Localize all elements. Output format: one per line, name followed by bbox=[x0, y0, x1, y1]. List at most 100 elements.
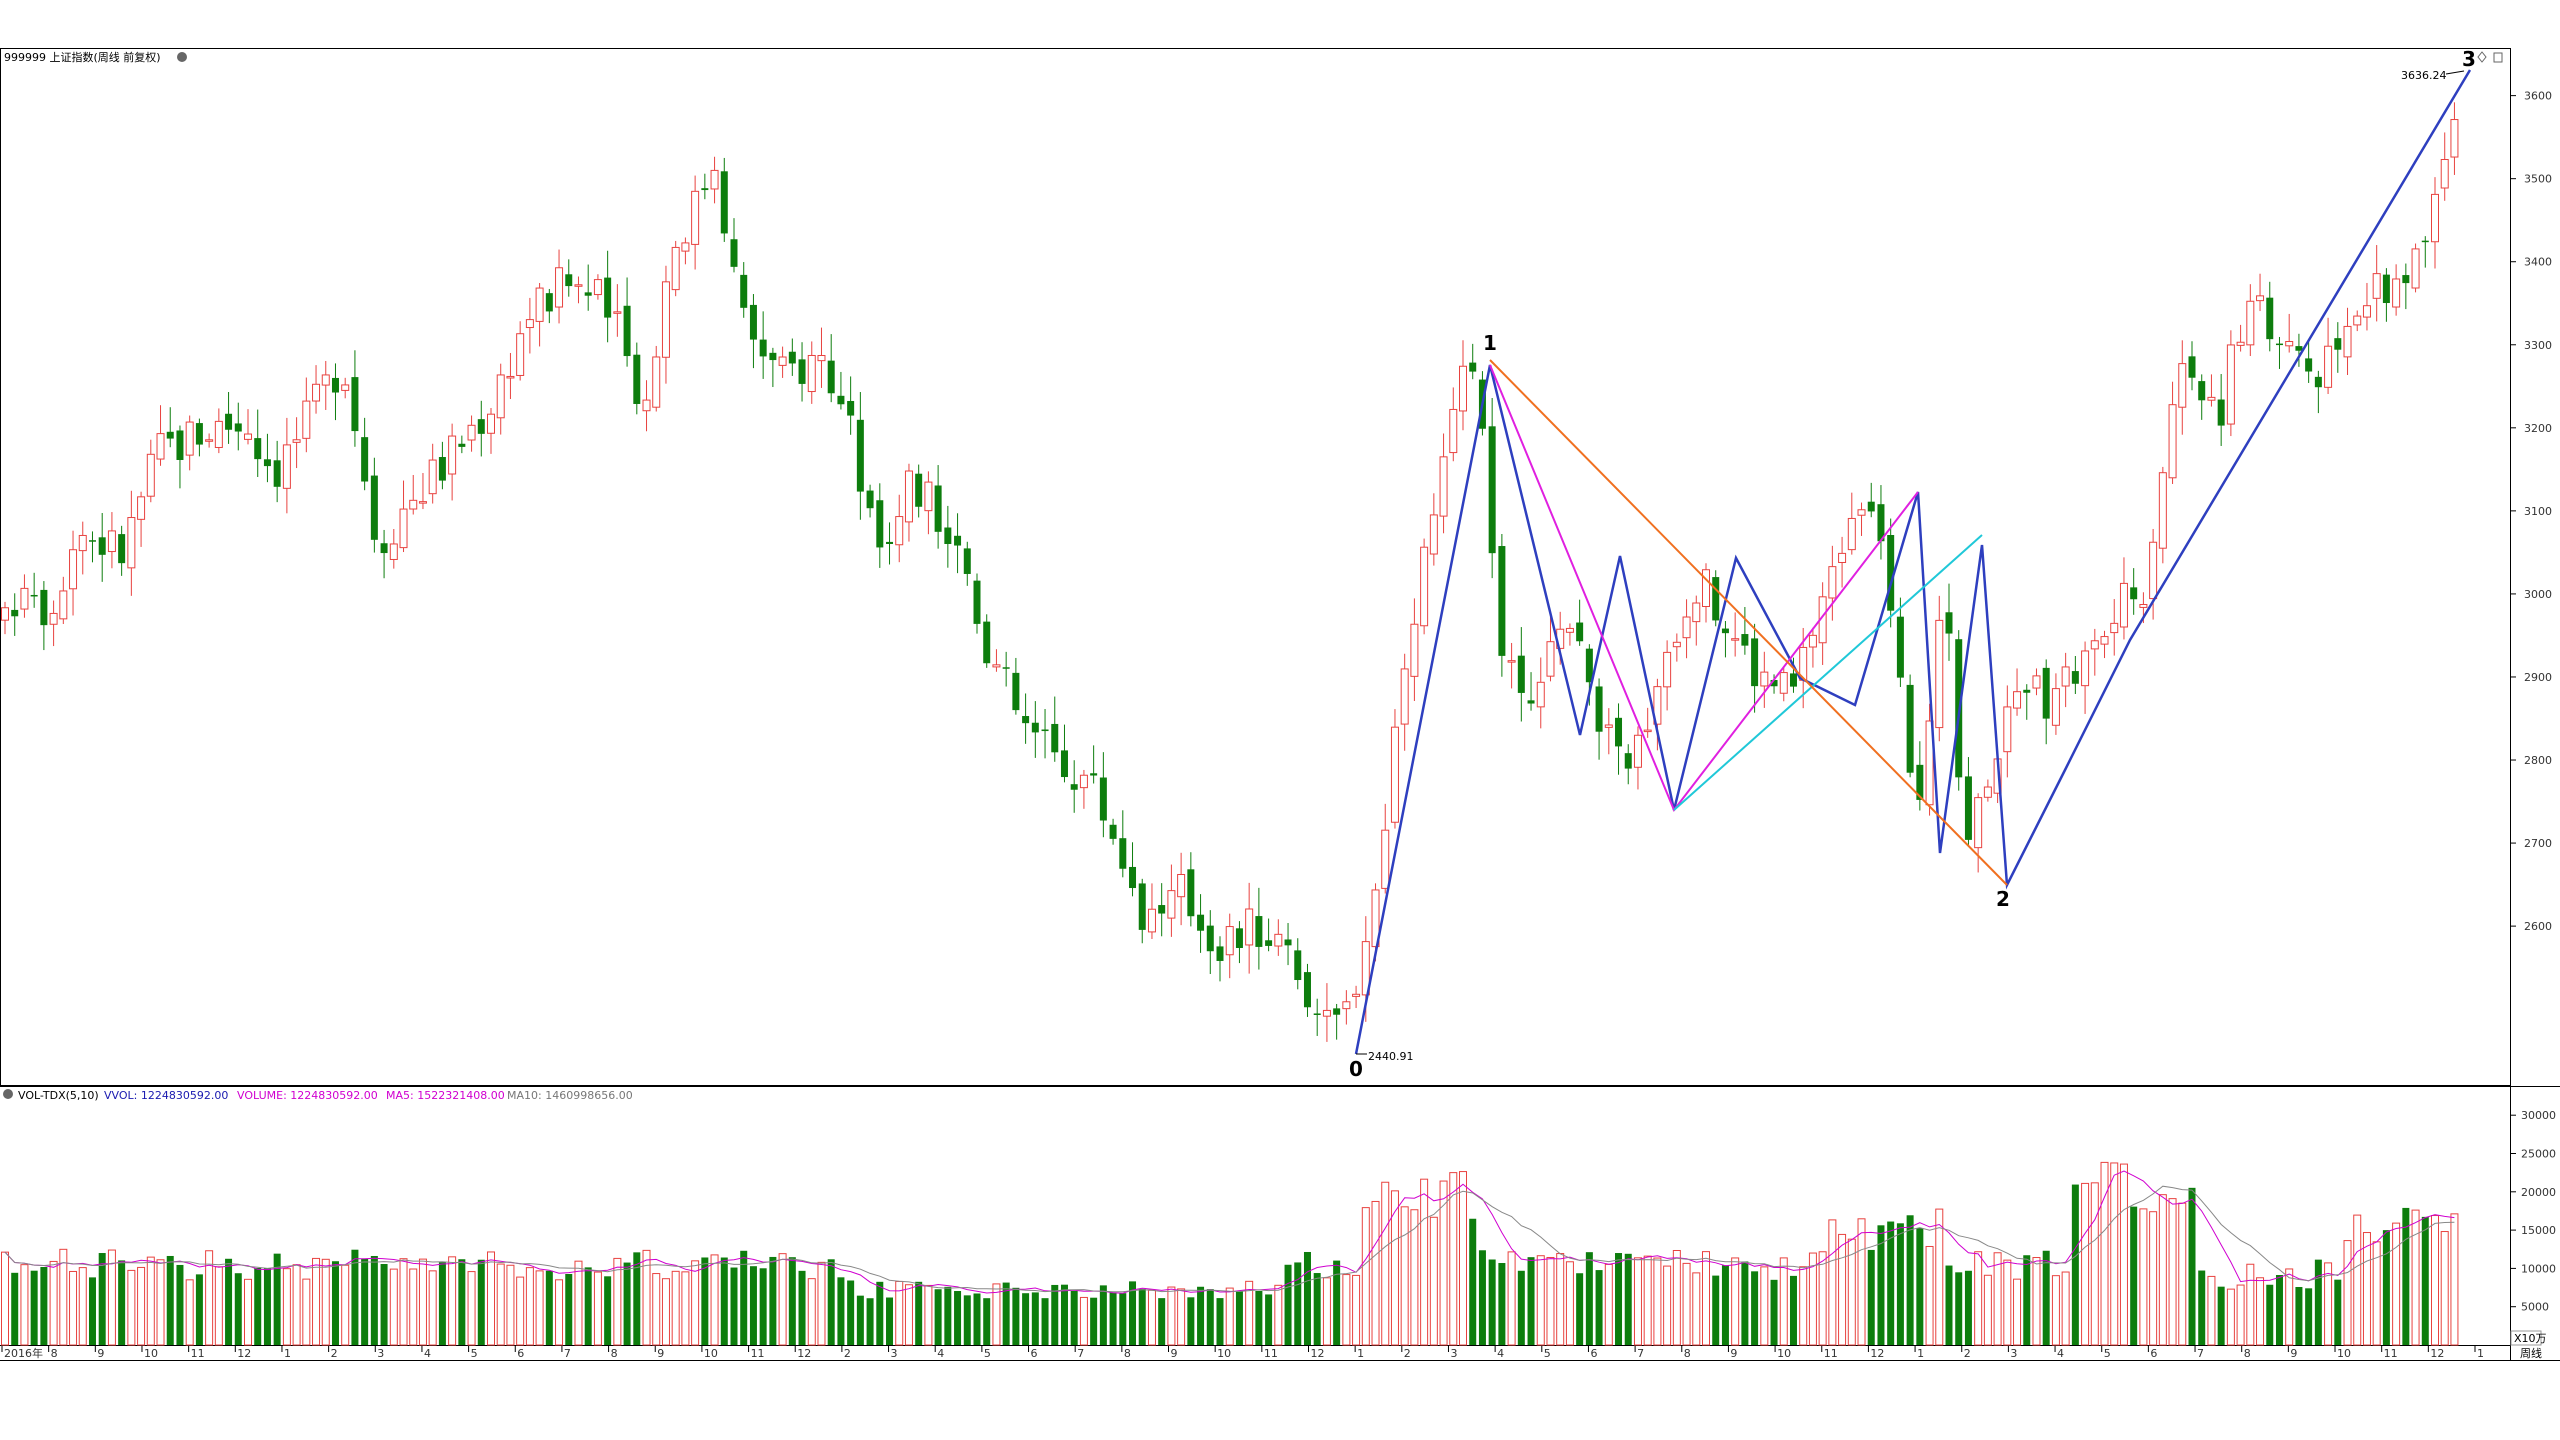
volume-bar-up bbox=[409, 1268, 418, 1346]
candle-body-down bbox=[1041, 729, 1049, 732]
low-annotation: 2440.91 bbox=[1368, 1050, 1414, 1063]
price-tick-label: 3000 bbox=[2524, 588, 2552, 601]
date-tick-label: 11 bbox=[1264, 1347, 1278, 1360]
volume-bar-up bbox=[2003, 1259, 2012, 1346]
candle-body-up bbox=[2051, 688, 2060, 726]
candle-body-down bbox=[1945, 612, 1953, 634]
volume-bar-down bbox=[1012, 1287, 1020, 1345]
date-tick-label: 8 bbox=[2244, 1347, 2251, 1360]
volume-bar-up bbox=[127, 1269, 136, 1346]
volume-bar-up bbox=[1536, 1255, 1545, 1346]
candle-body-up bbox=[1857, 509, 1866, 516]
candle-body-up bbox=[2440, 159, 2449, 189]
price-tick-label: 2700 bbox=[2524, 837, 2552, 850]
volume-bar-down bbox=[1945, 1265, 1953, 1345]
volume-bar-up bbox=[2207, 1275, 2216, 1346]
candle-body-down bbox=[954, 535, 962, 546]
candle-body-down bbox=[1867, 501, 1875, 512]
volume-bar-down bbox=[2023, 1255, 2031, 1345]
volume-bar-down bbox=[331, 1261, 339, 1345]
candle-body-down bbox=[1216, 946, 1224, 961]
volume-bar-down bbox=[1751, 1271, 1759, 1345]
volume-bar-down bbox=[1031, 1292, 1039, 1345]
candle-body-up bbox=[1760, 671, 1769, 687]
candle-body-up bbox=[1507, 660, 1516, 663]
volume-bar-down bbox=[866, 1298, 874, 1345]
candle-body-down bbox=[2130, 587, 2138, 600]
volume-bar-down bbox=[1070, 1290, 1078, 1345]
top-right-icon[interactable] bbox=[2493, 52, 2503, 63]
candle-body-down bbox=[2042, 667, 2050, 719]
volume-bar-down bbox=[1022, 1293, 1030, 1345]
candle-body-up bbox=[487, 413, 495, 434]
candle-body-down bbox=[915, 473, 923, 507]
date-tick-label: 2 bbox=[1964, 1347, 1971, 1360]
candle-body-down bbox=[584, 292, 592, 296]
candle-body-up bbox=[137, 496, 146, 520]
high-annotation-leader bbox=[2445, 70, 2465, 75]
vvol-value: VVOL: 1224830592.00 bbox=[104, 1089, 228, 1102]
candle-body-down bbox=[225, 413, 233, 430]
volume-bar-up bbox=[1672, 1249, 1681, 1346]
date-tick-label: 7 bbox=[1077, 1347, 1084, 1360]
wave-blue-line bbox=[1354, 69, 2472, 1055]
candle-body-down bbox=[866, 490, 874, 509]
candle-body-down bbox=[1721, 628, 1729, 634]
volume-bar-up bbox=[448, 1256, 457, 1346]
date-tick-label: 11 bbox=[191, 1347, 205, 1360]
volume-bar-up bbox=[2256, 1277, 2265, 1346]
candle-body-up bbox=[2110, 622, 2119, 634]
date-tick-label: 10 bbox=[144, 1347, 158, 1360]
candle-body-up bbox=[2411, 248, 2420, 289]
candle-body-up bbox=[2372, 273, 2381, 299]
volume-bar-down bbox=[2275, 1275, 2283, 1345]
volume-axis-ticks: 5000 10000 15000 20000 25000 30000 bbox=[2510, 1109, 2556, 1314]
volume-bar-up bbox=[2246, 1263, 2255, 1346]
candle-body-up bbox=[2032, 675, 2041, 689]
candle-body-up bbox=[1245, 908, 1254, 946]
volume-bar-down bbox=[370, 1255, 378, 1345]
volume-bar-up bbox=[1079, 1296, 1088, 1346]
candle-body-down bbox=[623, 305, 631, 357]
candle-body-up bbox=[1381, 829, 1390, 889]
candle-body-down bbox=[2198, 381, 2206, 401]
volume-bar-down bbox=[438, 1262, 446, 1345]
candle-body-down bbox=[2402, 275, 2410, 284]
volume-bar-up bbox=[2081, 1182, 2090, 1346]
volume-bar-up bbox=[1974, 1251, 1983, 1346]
volume-bar-down bbox=[1527, 1257, 1535, 1345]
volume-settings-icon[interactable] bbox=[3, 1089, 13, 1099]
date-tick-label: 10 bbox=[2337, 1347, 2351, 1360]
scale-box[interactable] bbox=[2510, 1330, 2542, 1346]
candle-body-up bbox=[2158, 472, 2167, 549]
ma5-value: MA5: 1522321408.00 bbox=[386, 1089, 505, 1102]
volume-bar-up bbox=[69, 1270, 78, 1346]
date-tick-label: 1 bbox=[1917, 1347, 1924, 1360]
candle-body-down bbox=[701, 188, 709, 191]
date-tick-label: 8 bbox=[51, 1347, 58, 1360]
diamond-icon[interactable] bbox=[2477, 51, 2487, 63]
volume-bar-down bbox=[361, 1258, 369, 1345]
candle-body-down bbox=[370, 475, 378, 540]
volume-bar-up bbox=[1828, 1219, 1837, 1346]
date-tick-label: 11 bbox=[1824, 1347, 1838, 1360]
period-button[interactable]: 周线 bbox=[2520, 1346, 2542, 1360]
volume-bar-up bbox=[107, 1249, 116, 1346]
candle-body-down bbox=[458, 443, 466, 447]
candle-body-down bbox=[1576, 622, 1584, 642]
volume-bar-up bbox=[302, 1278, 311, 1346]
volume-bar-down bbox=[1041, 1298, 1049, 1345]
candle-body-up bbox=[1808, 634, 1817, 648]
wave-label-0: 0 bbox=[1349, 1057, 1363, 1081]
volume-bar-up bbox=[146, 1256, 155, 1346]
date-tick-label: 2 bbox=[844, 1347, 851, 1360]
candle-body-up bbox=[1983, 786, 1992, 798]
candle-body-down bbox=[361, 437, 369, 482]
candle-body-down bbox=[1002, 667, 1010, 669]
volume-bar-up bbox=[2353, 1214, 2362, 1346]
candle-body-down bbox=[2382, 274, 2390, 304]
settings-icon[interactable] bbox=[177, 52, 187, 62]
date-tick-label: 9 bbox=[2290, 1347, 2297, 1360]
volume-bar-up bbox=[292, 1264, 301, 1346]
